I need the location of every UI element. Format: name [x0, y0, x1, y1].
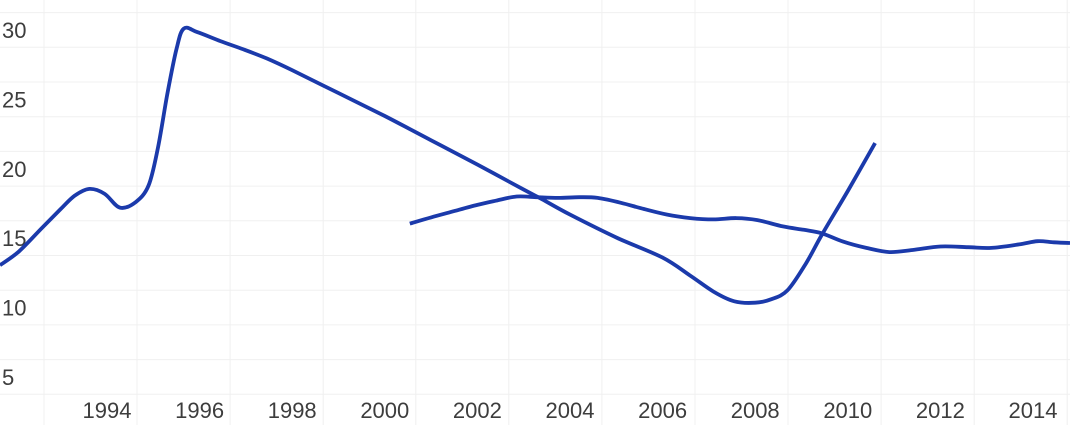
x-tick-label: 2012: [916, 398, 965, 423]
series-2-line: [409, 194, 1070, 255]
x-tick-label: 1996: [175, 398, 224, 423]
y-tick-label: 25: [2, 87, 26, 112]
x-tick-label: 2002: [453, 398, 502, 423]
x-tick-label: 2006: [638, 398, 687, 423]
x-tick-label: 2000: [360, 398, 409, 423]
x-tick-label: 2004: [546, 398, 595, 423]
y-tick-label: 10: [2, 296, 26, 321]
series-1-line: [0, 25, 877, 305]
x-tick-label: 2010: [823, 398, 872, 423]
x-tick-label: 1994: [83, 398, 132, 423]
x-tick-label: 1998: [268, 398, 317, 423]
y-tick-label: 30: [2, 18, 26, 43]
y-tick-label: 5: [2, 365, 14, 390]
x-tick-label: 2008: [731, 398, 780, 423]
y-tick-label: 20: [2, 157, 26, 182]
x-tick-label: 2014: [1009, 398, 1058, 423]
